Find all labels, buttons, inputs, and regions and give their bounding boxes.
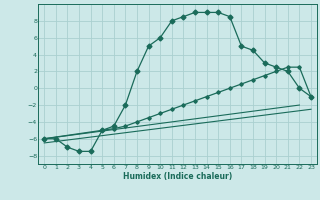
X-axis label: Humidex (Indice chaleur): Humidex (Indice chaleur) <box>123 172 232 181</box>
